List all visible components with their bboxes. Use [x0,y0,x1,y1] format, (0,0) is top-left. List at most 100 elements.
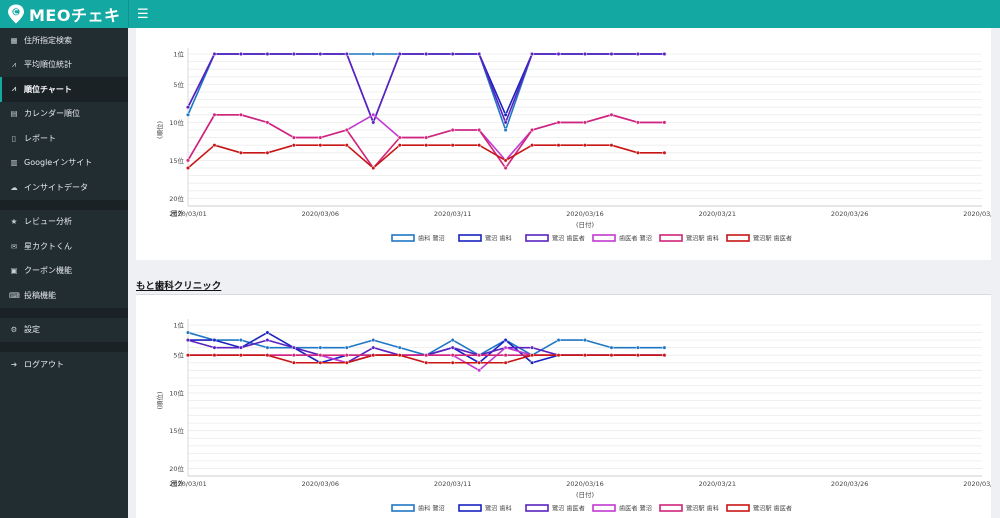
data-point [212,112,217,117]
x-tick-label: 2020/03/16 [566,210,603,218]
x-axis-title: (日付) [576,220,594,229]
sidebar-item-star-kakuto[interactable]: ✉ 星カクトくん [0,234,128,259]
data-point [503,127,508,133]
data-point [397,345,402,350]
data-point [503,165,508,171]
sidebar-item-label: レポート [24,133,56,143]
sidebar-item-insight-data[interactable]: ☁ インサイトデータ [0,175,128,200]
data-point [503,120,508,125]
data-point [265,353,270,358]
data-point [503,338,508,343]
data-point [530,360,535,365]
data-point [609,143,614,148]
y-tick-label: 20位 [169,194,184,203]
legend-label[interactable]: 歯医者 鷺沼 [619,505,652,513]
legend-label[interactable]: 鷺沼 歯医者 [552,505,585,513]
sidebar-item-average-rank[interactable]: ⩘ 平均順位統計 [0,53,128,78]
sidebar-item-post[interactable]: ⌨ 投稿機能 [0,283,128,308]
sidebar-item-google-insight[interactable]: ▥ Googleインサイト [0,151,128,176]
data-point [556,338,561,343]
legend-label[interactable]: 鷺沼 歯科 [485,235,512,243]
y-tick-label: 20位 [169,464,184,473]
x-tick-label: 2020/03/16 [566,480,603,488]
data-point [344,345,349,350]
legend-swatch[interactable] [391,504,415,512]
data-point [265,338,270,343]
y-tick-label: 5位 [173,80,184,89]
data-point [424,360,429,365]
legend-label[interactable]: 鷺沼駅 歯科 [686,235,719,243]
brand-logo[interactable]: MEOチェキ [0,0,128,28]
data-point [556,120,561,125]
data-point [424,51,429,57]
legend-label[interactable]: 歯科 鷺沼 [418,235,445,243]
data-point [212,143,217,148]
sidebar-item-logout[interactable]: ➔ ログアウト [0,352,128,377]
keyboard-icon: ⌨ [9,290,20,300]
data-point [318,135,323,140]
data-point [635,353,640,358]
legend-label[interactable]: 鷺沼 歯科 [485,505,512,513]
x-tick-label: 2020/03/06 [302,480,339,488]
data-point [265,345,270,350]
data-point [556,51,561,57]
area-chart-icon: ⩘ [11,84,17,94]
legend-swatch[interactable] [525,234,549,242]
top-nav: ☰ [128,0,1000,28]
data-point [238,353,243,358]
sidebar-item-label: 順位チャート [24,84,72,94]
data-point [318,51,323,57]
chart-panel-2: 1位 5位 10位 15位 20位 圏外 (順位) 2020/03/01 2020/03/06 2… [136,295,1000,518]
data-point [238,112,243,117]
data-point [609,51,614,57]
hamburger-menu-icon[interactable]: ☰ [137,6,149,22]
data-point [424,143,429,148]
legend-label[interactable]: 鷺沼駅 歯医者 [753,505,792,513]
gift-icon: ▣ [10,266,18,276]
section-title: もと歯科クリニック [136,281,222,292]
legend-swatch[interactable] [659,234,683,242]
sidebar-item-report[interactable]: ▯ レポート [0,126,128,151]
sidebar: ▦ 住所指定検索 ⩘ 平均順位統計 ⩘ 順位チャート ▤ カレンダー順位 ▯ レポート ▥… [0,28,128,518]
legend-swatch[interactable] [726,234,750,242]
legend-label[interactable]: 鷺沼駅 歯医者 [753,235,792,243]
legend-swatch[interactable] [592,234,616,242]
sidebar-item-label: カレンダー順位 [24,109,80,119]
legend-label[interactable]: 鷺沼 歯医者 [552,235,585,243]
series-line [187,331,665,357]
y-axis-title: (順位) [155,391,164,409]
data-point [477,353,482,358]
legend-swatch[interactable] [726,504,750,512]
sidebar-item-label: インサイトデータ [24,182,88,192]
legend-label[interactable]: 歯科 鷺沼 [418,505,445,513]
sidebar-item-calendar-rank[interactable]: ▤ カレンダー順位 [0,102,128,127]
section-divider [136,294,991,295]
legend-label[interactable]: 歯医者 鷺沼 [619,235,652,243]
sidebar-item-settings[interactable]: ⚙ 設定 [0,318,128,343]
sidebar-item-address-search[interactable]: ▦ 住所指定検索 [0,28,128,53]
data-point [265,150,270,155]
legend-swatch[interactable] [458,234,482,242]
sidebar-item-review-analysis[interactable]: ★ レビュー分析 [0,210,128,235]
calendar-icon: ▤ [10,109,18,119]
sidebar-item-rank-chart[interactable]: ⩘ 順位チャート [0,77,128,102]
sidebar-item-label: 住所指定検索 [24,35,72,45]
data-point [344,360,349,365]
top-bar: MEOチェキ ☰ [0,0,1000,28]
legend-swatch[interactable] [391,234,415,242]
x-tick-label: 2020/03/21 [699,480,736,488]
legend-swatch[interactable] [659,504,683,512]
y-out-of-range-label: 圏外 [171,479,185,488]
legend-swatch[interactable] [458,504,482,512]
legend-swatch[interactable] [592,504,616,512]
sidebar-item-coupon[interactable]: ▣ クーポン機能 [0,259,128,284]
map-pin-icon [8,4,24,24]
legend-label[interactable]: 鷺沼駅 歯科 [686,505,719,513]
y-tick-label: 1位 [173,50,184,59]
legend-swatch[interactable] [525,504,549,512]
data-point [344,353,349,358]
data-point [318,360,323,365]
y-tick-label: 5位 [173,351,184,360]
data-point [450,338,455,343]
sidebar-item-label: 投稿機能 [24,290,56,300]
